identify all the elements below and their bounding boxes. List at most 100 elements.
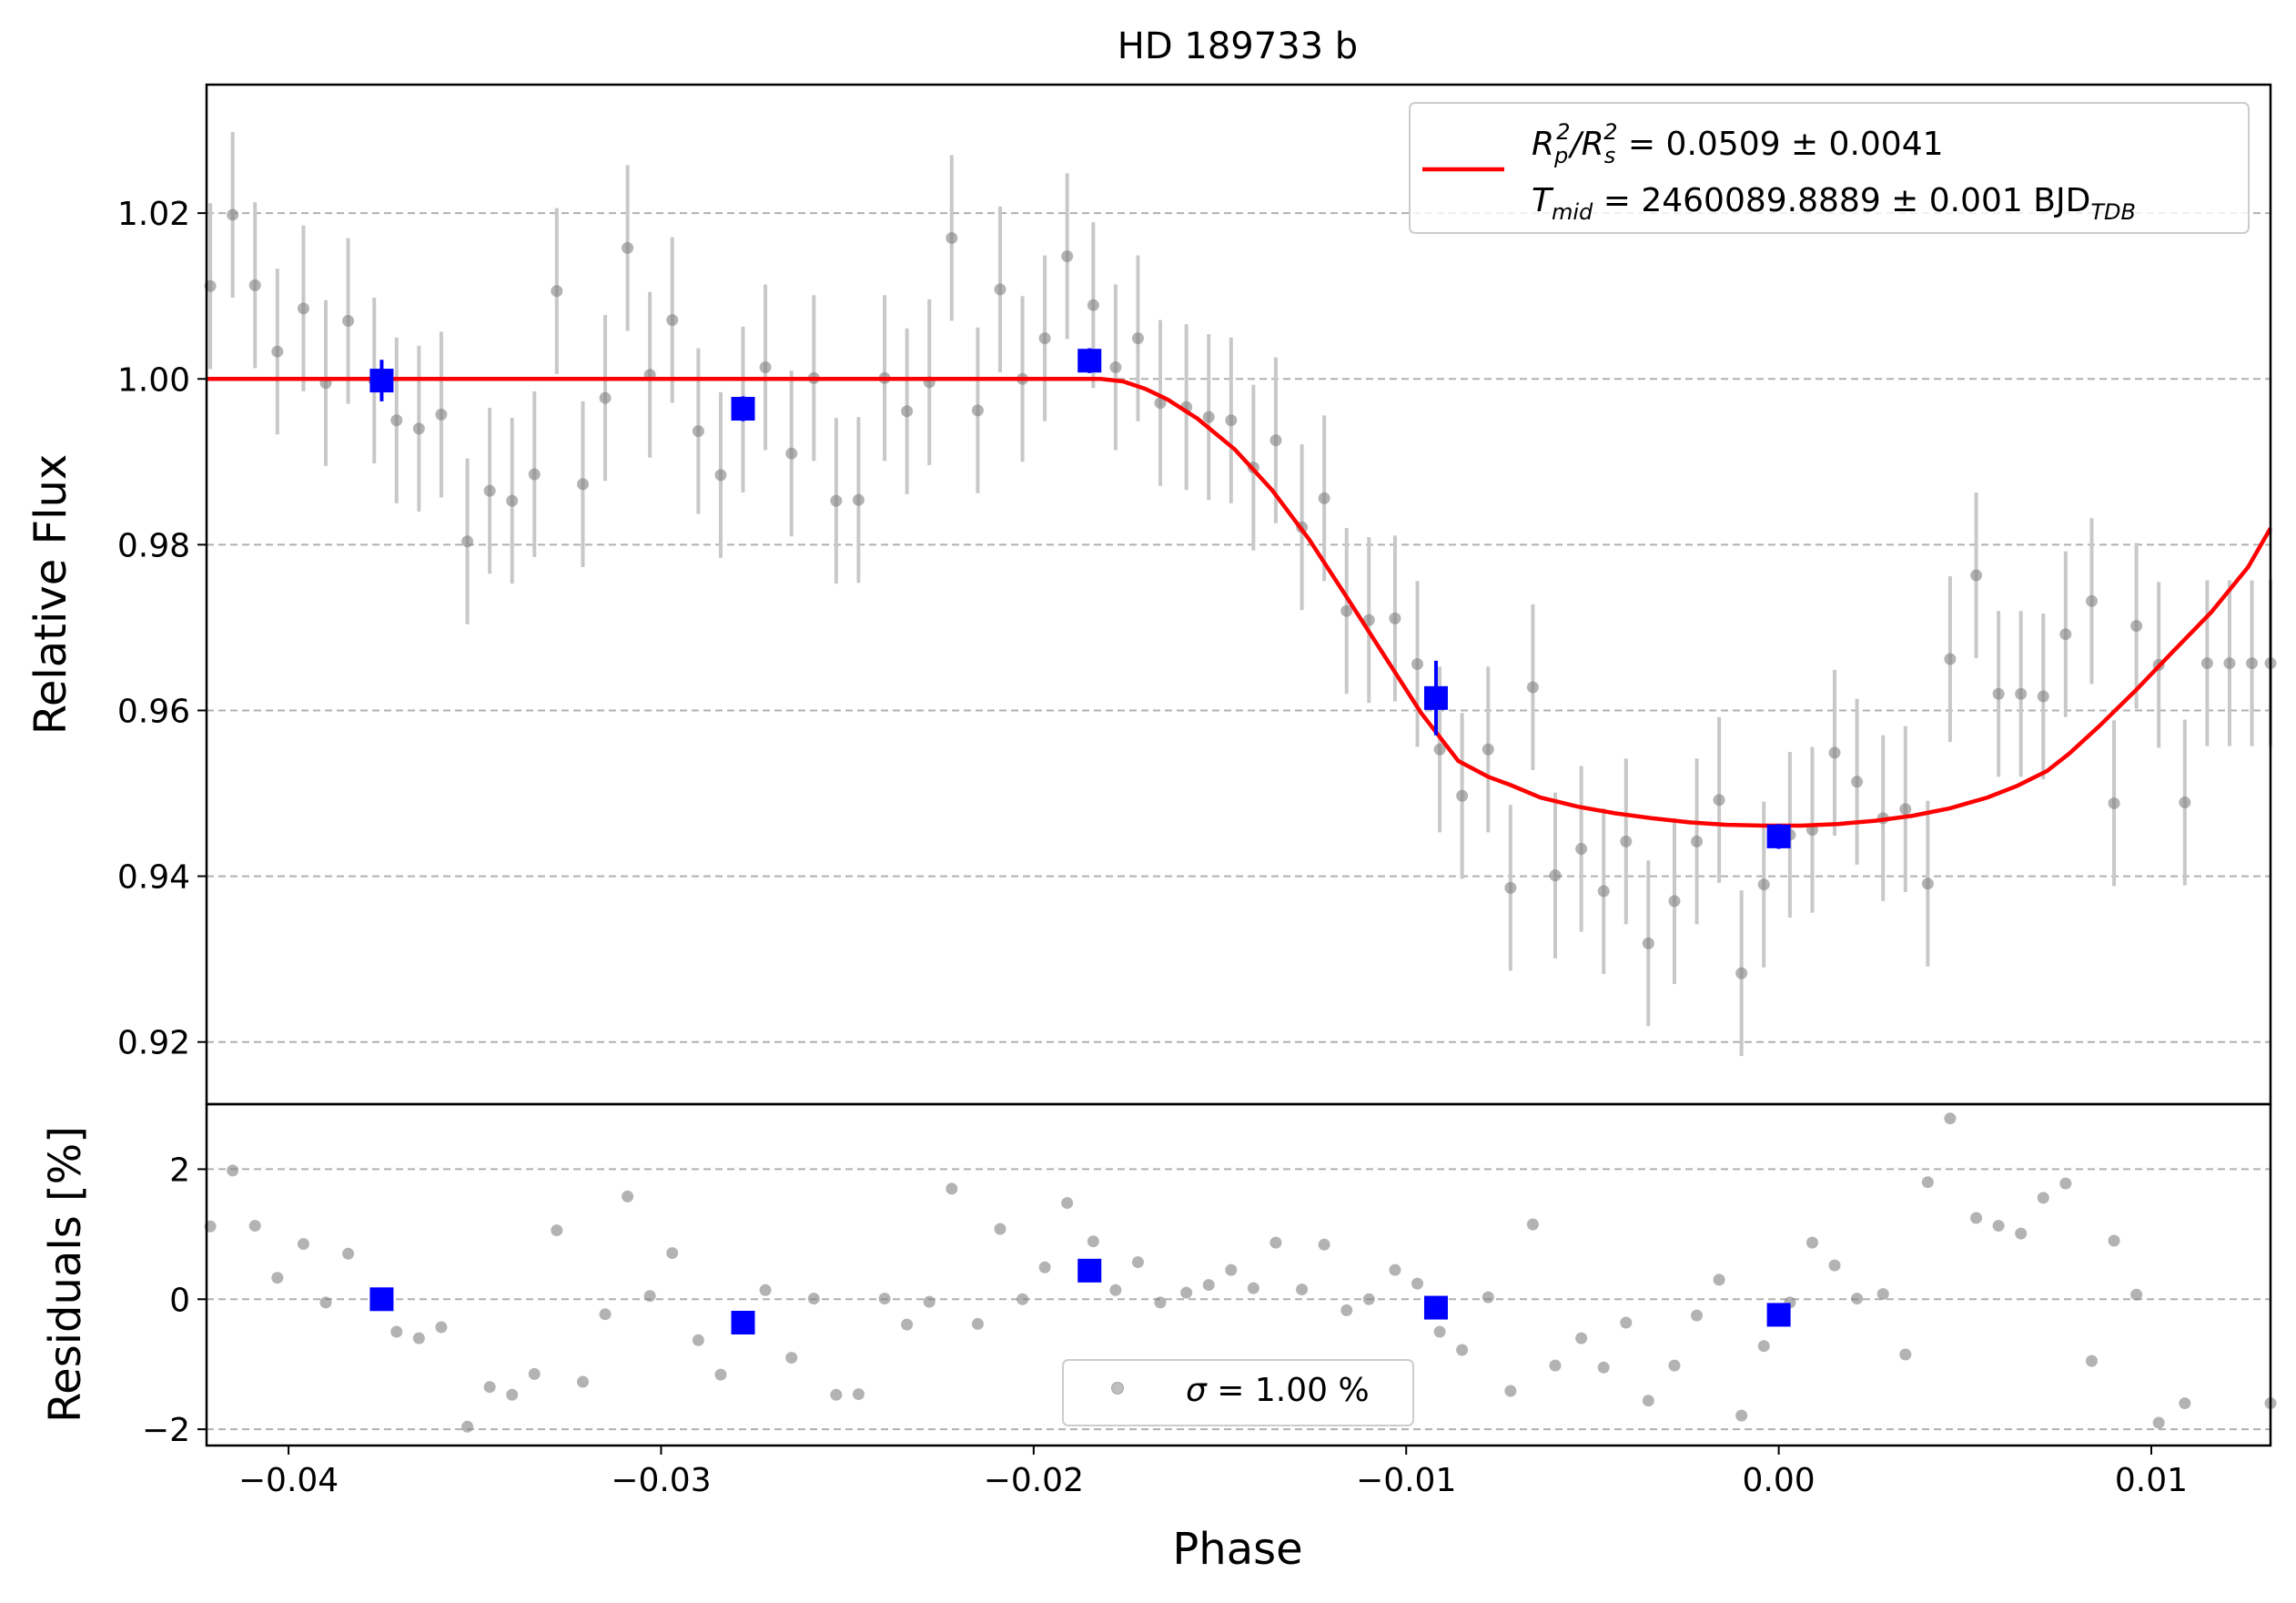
- residual-point: [971, 1317, 984, 1330]
- legend-rp-sub: p: [1553, 143, 1568, 168]
- binned-point: [369, 369, 394, 393]
- legend-depth-value: = 0.0509 ± 0.0041: [1617, 126, 1943, 163]
- data-point: [551, 285, 563, 298]
- residual-plot-frame: [205, 1102, 2272, 1447]
- data-point: [1482, 743, 1494, 756]
- residual-point: [643, 1290, 656, 1303]
- data-point: [2130, 620, 2143, 633]
- residual-point: [1411, 1277, 1424, 1290]
- residual-point: [2130, 1288, 2143, 1301]
- data-point: [1851, 776, 1864, 788]
- residual-point: [1691, 1309, 1704, 1322]
- data-point: [1828, 746, 1841, 759]
- legend-rs-sup: 2: [1603, 119, 1617, 145]
- data-point: [901, 405, 914, 418]
- data-point: [2108, 796, 2120, 809]
- legend-rp-sup: 2: [1556, 119, 1570, 145]
- residual-point: [878, 1293, 891, 1305]
- data-point: [1061, 249, 1074, 262]
- data-point: [994, 283, 1006, 296]
- data-point: [759, 361, 772, 374]
- residual-point: [412, 1332, 425, 1344]
- residual-point: [830, 1388, 843, 1401]
- main-data-points: [204, 208, 2277, 979]
- main-legend-box: [1409, 102, 2250, 234]
- data-point: [1713, 794, 1725, 807]
- data-point: [2059, 628, 2072, 641]
- residual-point: [1713, 1273, 1725, 1286]
- residual-point: [2037, 1192, 2049, 1204]
- binned-point: [1077, 349, 1102, 373]
- residual-point: [2108, 1234, 2120, 1247]
- residual-point: [1154, 1296, 1167, 1309]
- data-point: [830, 494, 843, 507]
- residual-point: [1899, 1348, 1912, 1361]
- binned-point: [1766, 824, 1791, 848]
- residual-point: [1757, 1340, 1770, 1353]
- residual-point: [852, 1388, 865, 1401]
- residual-point: [622, 1190, 634, 1202]
- data-point: [2015, 687, 2028, 700]
- residual-point: [807, 1293, 820, 1305]
- residual-point: [1038, 1261, 1051, 1273]
- data-point: [1944, 653, 1957, 665]
- residual-point: [297, 1238, 309, 1251]
- x-tick-label: 0.00: [1743, 1462, 1816, 1499]
- residual-point: [1389, 1263, 1401, 1276]
- residual-point: [1061, 1197, 1074, 1210]
- residual-point: [227, 1164, 239, 1177]
- data-point: [971, 404, 984, 417]
- data-point: [1620, 835, 1633, 847]
- data-point: [461, 535, 474, 548]
- residual-point: [599, 1308, 612, 1321]
- data-point: [1642, 937, 1654, 949]
- x-tick-label: −0.03: [611, 1462, 711, 1499]
- main-y-tick-label: 0.96: [117, 693, 190, 730]
- residual-legend: σ = 1.00 %: [1062, 1359, 1414, 1426]
- residual-point: [1131, 1256, 1144, 1269]
- data-point: [2246, 657, 2259, 670]
- data-point: [1433, 743, 1446, 756]
- residual-point: [994, 1223, 1006, 1235]
- legend-rs-R: /R: [1568, 126, 1604, 163]
- residual-point: [1318, 1238, 1330, 1251]
- residual-y-axis-label: Residuals [%]: [40, 1126, 91, 1423]
- x-tick-label: 0.01: [2115, 1462, 2188, 1499]
- data-point: [248, 279, 261, 291]
- residual-point: [528, 1367, 541, 1380]
- data-point: [2179, 796, 2191, 809]
- data-point: [576, 478, 589, 491]
- main-y-ticks: 0.92 0.94 0.96 0.98 1.00 1.02: [117, 196, 207, 1062]
- residual-point: [1433, 1325, 1446, 1338]
- residual-point: [714, 1368, 727, 1381]
- main-y-tick-label: 0.92: [117, 1025, 190, 1062]
- x-axis-label: Phase: [1172, 1524, 1302, 1575]
- residual-legend-marker: [1111, 1382, 1124, 1395]
- legend-rs-sub: s: [1604, 143, 1616, 168]
- data-point: [1131, 332, 1144, 345]
- data-point: [1992, 687, 2005, 700]
- residual-y-ticks: −2 0 2: [142, 1152, 207, 1449]
- x-ticks: −0.04 −0.03 −0.02 −0.01 0.00 0.01: [238, 1446, 2188, 1499]
- main-y-tick-label: 0.98: [117, 527, 190, 564]
- residual-point: [2085, 1354, 2098, 1367]
- residual-y-tick-label: 0: [169, 1282, 190, 1319]
- residual-point: [2059, 1177, 2072, 1190]
- data-point: [2223, 657, 2236, 670]
- binned-point: [1423, 685, 1448, 710]
- residual-y-tick-label: 2: [169, 1152, 190, 1189]
- residual-point: [551, 1224, 563, 1237]
- chart-title: HD 189733 b: [1118, 25, 1358, 67]
- residual-point: [1668, 1359, 1681, 1372]
- residual-point: [1921, 1176, 1934, 1189]
- residual-point: [1992, 1220, 2005, 1233]
- residual-legend-sigma: σ: [1186, 1372, 1208, 1409]
- residual-point: [1805, 1236, 1818, 1249]
- main-y-tick-label: 0.94: [117, 859, 190, 897]
- data-point: [1735, 967, 1748, 979]
- residual-point: [1549, 1359, 1562, 1372]
- data-point: [1757, 878, 1770, 891]
- data-point: [390, 414, 403, 427]
- main-binned-points: [369, 348, 1791, 849]
- data-point: [342, 315, 355, 328]
